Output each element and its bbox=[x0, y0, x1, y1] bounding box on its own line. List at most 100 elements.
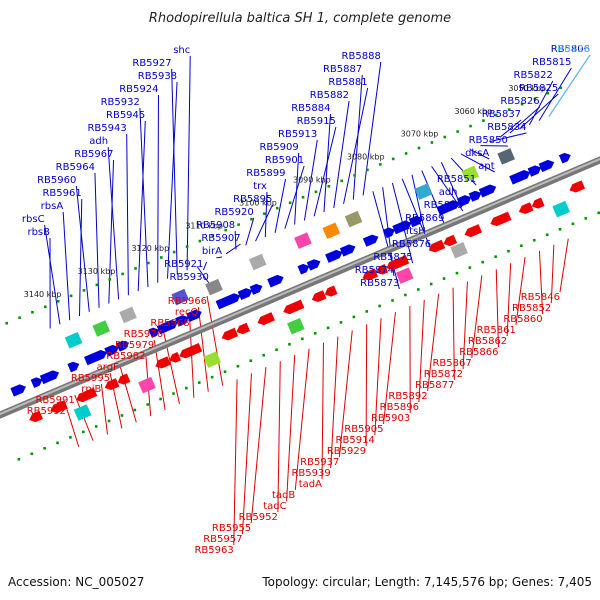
label-leader-line bbox=[274, 178, 287, 233]
tick-mark-lower bbox=[56, 441, 59, 445]
label-leader-line bbox=[411, 174, 427, 238]
kbp-label: 3090 kbp bbox=[293, 176, 331, 185]
label-leader-line bbox=[330, 336, 339, 469]
label-leader-line bbox=[294, 348, 310, 491]
forward-gene-label: RB5874 bbox=[355, 265, 394, 276]
reverse-gene-label: RB5955 bbox=[212, 523, 251, 534]
label-leader-line bbox=[365, 324, 368, 447]
tick-mark-upper bbox=[366, 168, 369, 172]
tick-mark-lower bbox=[365, 310, 369, 313]
label-leader-line bbox=[62, 211, 71, 321]
forward-gene-arrow bbox=[408, 215, 423, 228]
tick-mark-lower bbox=[275, 348, 278, 352]
label-leader-line bbox=[471, 275, 483, 359]
label-leader-line bbox=[118, 361, 137, 423]
label-leader-line bbox=[167, 81, 178, 279]
kbp-label: 3080 kbp bbox=[347, 153, 385, 162]
forward-gene-label: RB5960 bbox=[37, 175, 76, 186]
forward-gene-label: RB5837 bbox=[482, 109, 521, 120]
tick-mark-lower bbox=[69, 436, 72, 439]
tick-mark-upper bbox=[482, 119, 485, 122]
forward-gene-label: RB5881 bbox=[328, 77, 367, 88]
label-leader-line bbox=[286, 354, 296, 502]
reverse-gene-label: RB5968 bbox=[150, 318, 189, 329]
genome-title: Rhodopirellula baltica SH 1, complete ge… bbox=[149, 11, 451, 26]
forward-gene-label: RB5920 bbox=[214, 207, 253, 218]
reverse-gene-label: RB5976 bbox=[124, 329, 163, 340]
feature-block bbox=[73, 404, 92, 421]
reverse-gene-label: RB5963 bbox=[194, 545, 233, 556]
label-leader-line bbox=[515, 256, 526, 326]
forward-gene-label: RB5884 bbox=[291, 103, 330, 114]
forward-gene-label: RB5851 bbox=[437, 174, 476, 185]
label-leader-line bbox=[216, 256, 223, 259]
tick-mark-upper bbox=[95, 283, 99, 287]
forward-gene-label: RB5899 bbox=[246, 168, 285, 179]
tick-mark-upper bbox=[250, 217, 253, 221]
tick-mark-upper bbox=[469, 124, 472, 128]
tick-mark-lower bbox=[339, 321, 343, 324]
forward-gene-label: RB5961 bbox=[42, 188, 81, 199]
reverse-gene-arrow bbox=[221, 327, 239, 341]
label-leader-line bbox=[372, 191, 400, 290]
forward-gene-arrow bbox=[392, 220, 412, 235]
tick-mark-lower bbox=[30, 452, 34, 456]
label-leader-line bbox=[284, 165, 305, 229]
tick-mark-upper bbox=[134, 267, 137, 270]
reverse-gene-label: RB5952 bbox=[239, 512, 278, 523]
tick-mark-lower bbox=[507, 249, 510, 253]
forward-gene-label: RB5964 bbox=[56, 162, 95, 173]
reverse-gene-arrow bbox=[324, 285, 338, 297]
reverse-gene-arrow bbox=[169, 352, 182, 363]
tick-mark-upper bbox=[546, 91, 550, 95]
feature-block bbox=[92, 320, 111, 337]
label-leader-line bbox=[418, 299, 425, 403]
tick-mark-upper bbox=[443, 135, 447, 139]
tick-mark-upper bbox=[108, 278, 112, 281]
tick-mark-upper bbox=[159, 256, 163, 259]
label-leader-line bbox=[519, 93, 559, 130]
reverse-gene-arrow bbox=[443, 234, 458, 247]
reverse-gene-arrow bbox=[490, 211, 512, 227]
label-leader-line bbox=[321, 342, 324, 480]
label-leader-line bbox=[277, 361, 281, 513]
forward-gene-arrow bbox=[215, 293, 241, 310]
label-leader-line bbox=[383, 312, 396, 425]
reverse-gene-label: RB5903 bbox=[371, 413, 410, 424]
forward-gene-label: RB5943 bbox=[87, 123, 126, 134]
tick-mark-lower bbox=[94, 425, 98, 428]
reverse-gene-label: RB5860 bbox=[503, 314, 542, 325]
reverse-gene-arrow bbox=[283, 299, 305, 315]
tick-mark-lower bbox=[197, 381, 201, 384]
forward-gene-label: RB5915 bbox=[297, 116, 336, 127]
tick-mark-upper bbox=[327, 185, 331, 188]
forward-gene-arrow bbox=[249, 283, 263, 295]
tick-mark-lower bbox=[185, 386, 188, 390]
tick-mark-upper bbox=[340, 179, 343, 183]
label-leader-line bbox=[241, 373, 252, 535]
label-leader-line bbox=[186, 55, 191, 271]
label-leader-line bbox=[452, 287, 455, 381]
reverse-gene-arrow bbox=[179, 343, 203, 359]
forward-gene-label: RB5932 bbox=[101, 97, 140, 108]
forward-gene-arrow bbox=[362, 234, 379, 247]
tick-mark-lower bbox=[571, 222, 575, 226]
label-leader-line bbox=[225, 243, 241, 255]
forward-gene-label: RB5901 bbox=[265, 155, 304, 166]
forward-gene-label: rbsA bbox=[41, 201, 64, 212]
label-leader-line bbox=[197, 306, 209, 392]
label-leader-line bbox=[333, 100, 350, 209]
feature-block bbox=[119, 306, 137, 324]
label-leader-line bbox=[250, 367, 267, 524]
reverse-gene-arrow bbox=[362, 268, 378, 281]
forward-gene-arrow bbox=[325, 249, 343, 263]
label-leader-line bbox=[440, 162, 458, 199]
kbp-label: 3100 kbp bbox=[239, 198, 277, 207]
forward-gene-label: RB5887 bbox=[323, 64, 362, 75]
tick-mark-upper bbox=[404, 152, 408, 155]
tick-mark-upper bbox=[31, 310, 34, 314]
tick-mark-lower bbox=[159, 397, 162, 401]
kbp-label: 3070 kbp bbox=[401, 130, 439, 139]
tick-mark-upper bbox=[82, 289, 86, 292]
